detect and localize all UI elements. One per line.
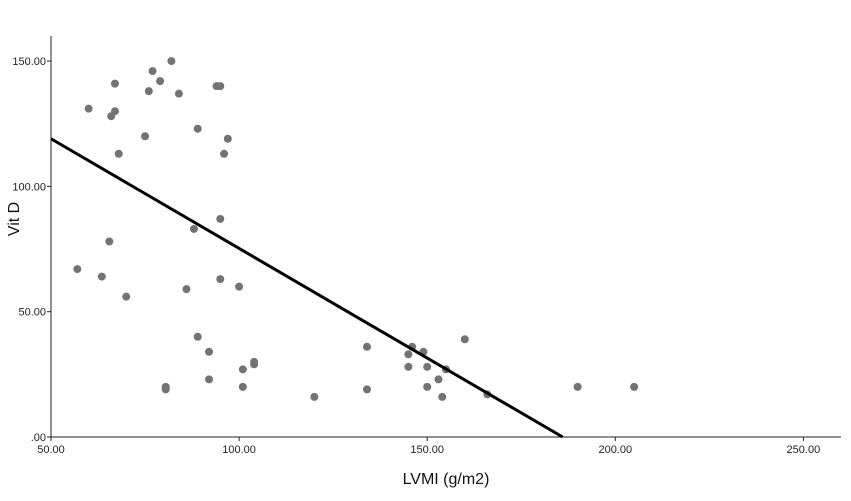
data-point — [141, 132, 150, 141]
data-point — [573, 382, 582, 391]
x-axis-title: LVMI (g/m2) — [403, 471, 490, 488]
data-point — [363, 385, 371, 394]
x-axis-ticks: 50.00 100.00 150.00 200.00 250.00 — [37, 437, 820, 456]
data-point — [235, 282, 244, 291]
data-point — [220, 149, 229, 158]
x-tick-label: 250.00 — [787, 444, 821, 456]
data-point — [238, 365, 247, 374]
data-point — [193, 124, 202, 133]
y-axis-title: Vit D — [6, 202, 23, 236]
data-point — [205, 347, 213, 356]
data-point — [460, 335, 469, 344]
fit-line-group — [50, 137, 564, 439]
data-point — [438, 392, 447, 401]
y-tick-label: .00 — [31, 432, 46, 444]
data-point — [250, 357, 259, 366]
y-tick-label: 50.00 — [18, 307, 46, 319]
data-points — [73, 57, 639, 401]
y-axis-ticks: .00 50.00 100.00 150.00 — [12, 56, 51, 444]
data-point — [223, 134, 232, 143]
axes — [50, 36, 841, 438]
data-point — [423, 362, 432, 371]
x-tick-label: 50.00 — [37, 444, 65, 456]
data-point — [216, 214, 225, 223]
data-point — [148, 67, 157, 76]
data-point — [122, 292, 131, 301]
data-point — [404, 362, 413, 371]
data-point — [110, 107, 119, 116]
data-point — [144, 87, 153, 96]
data-point — [363, 342, 371, 351]
data-point — [156, 77, 165, 86]
data-point — [216, 82, 225, 91]
data-point — [84, 104, 93, 113]
data-point — [167, 57, 176, 66]
data-point — [114, 149, 123, 158]
data-point — [97, 272, 106, 281]
fit-line — [50, 137, 564, 439]
data-point — [205, 375, 213, 384]
data-point — [238, 382, 247, 391]
data-point — [189, 224, 198, 233]
data-point — [434, 375, 443, 384]
x-tick-label: 200.00 — [598, 444, 632, 456]
y-tick-label: 100.00 — [12, 181, 46, 193]
data-point — [216, 275, 225, 284]
y-tick-label: 150.00 — [12, 56, 46, 68]
data-point — [174, 89, 183, 98]
data-point — [630, 382, 639, 391]
data-point — [110, 79, 119, 88]
data-point — [161, 385, 170, 394]
data-point — [423, 382, 432, 391]
data-point — [310, 392, 319, 401]
x-tick-label: 150.00 — [410, 444, 444, 456]
data-point — [73, 265, 82, 274]
data-point — [193, 332, 202, 341]
data-point — [105, 237, 114, 246]
data-point — [404, 350, 413, 359]
x-tick-label: 100.00 — [222, 444, 256, 456]
data-point — [182, 285, 191, 294]
